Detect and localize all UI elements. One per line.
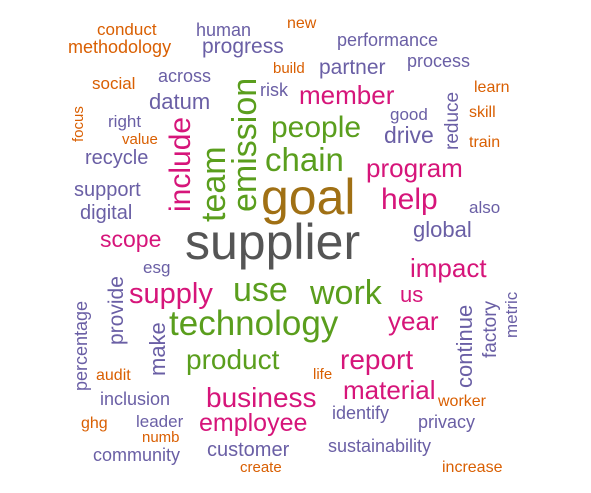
- word-performance: performance: [337, 30, 439, 50]
- word-use: use: [233, 271, 288, 309]
- word-community: community: [93, 445, 181, 465]
- word-year: year: [388, 306, 439, 336]
- word-factory: factory: [480, 300, 501, 358]
- word-datum: datum: [149, 89, 211, 114]
- word-increase: increase: [442, 459, 503, 476]
- word-good: good: [390, 105, 428, 124]
- word-numb: numb: [142, 429, 180, 446]
- word-progress: progress: [202, 35, 284, 58]
- word-employee: employee: [199, 409, 308, 437]
- word-supplier: supplier: [185, 214, 361, 270]
- word-make: make: [145, 322, 170, 376]
- word-digital: digital: [80, 202, 133, 224]
- word-build: build: [273, 60, 305, 77]
- word-business: business: [206, 382, 317, 413]
- word-people: people: [271, 111, 362, 144]
- word-sustainability: sustainability: [328, 436, 432, 456]
- word-methodology: methodology: [68, 37, 172, 57]
- word-focus: focus: [70, 106, 87, 142]
- word-reduce: reduce: [442, 91, 463, 150]
- word-material: material: [343, 375, 436, 405]
- word-metric: metric: [502, 291, 521, 338]
- word-skill: skill: [469, 104, 496, 121]
- word-train: train: [469, 134, 501, 151]
- word-report: report: [340, 344, 414, 375]
- word-audit: audit: [96, 367, 131, 384]
- word-partner: partner: [319, 56, 386, 79]
- word-social: social: [92, 74, 136, 93]
- word-include: include: [164, 116, 197, 212]
- word-right: right: [108, 112, 142, 131]
- word-us: us: [400, 282, 424, 307]
- word-supply: supply: [129, 278, 213, 310]
- word-technology: technology: [169, 304, 339, 343]
- word-help: help: [381, 183, 438, 216]
- word-emission: emission: [226, 77, 264, 212]
- word-privacy: privacy: [418, 412, 476, 432]
- word-product: product: [186, 344, 280, 375]
- word-provide: provide: [105, 276, 128, 345]
- word-human: human: [196, 20, 252, 40]
- word-global: global: [413, 217, 472, 242]
- word-identify: identify: [332, 403, 390, 423]
- word-program: program: [366, 153, 463, 183]
- word-percentage: percentage: [71, 300, 91, 391]
- word-goal: goal: [261, 169, 356, 225]
- word-support: support: [74, 179, 141, 201]
- word-risk: risk: [260, 80, 288, 100]
- word-continue: continue: [452, 304, 477, 388]
- word-across: across: [158, 66, 212, 86]
- word-leader: leader: [136, 412, 184, 431]
- word-recycle: recycle: [85, 147, 149, 169]
- word-impact: impact: [410, 253, 487, 283]
- word-scope: scope: [100, 226, 162, 252]
- word-conduct: conduct: [97, 20, 157, 39]
- word-chain: chain: [265, 141, 344, 178]
- word-ghg: ghg: [81, 415, 108, 432]
- word-process: process: [407, 51, 471, 71]
- word-new: new: [287, 15, 317, 32]
- word-value: value: [122, 131, 158, 148]
- word-drive: drive: [384, 122, 434, 148]
- word-member: member: [299, 80, 395, 110]
- word-worker: worker: [438, 393, 487, 410]
- word-esg: esg: [143, 258, 171, 277]
- word-life: life: [313, 366, 333, 383]
- word-create: create: [240, 459, 282, 476]
- word-work: work: [310, 274, 382, 312]
- word-learn: learn: [474, 79, 510, 96]
- word-also: also: [469, 198, 501, 217]
- word-customer: customer: [207, 439, 290, 461]
- word-inclusion: inclusion: [100, 389, 171, 409]
